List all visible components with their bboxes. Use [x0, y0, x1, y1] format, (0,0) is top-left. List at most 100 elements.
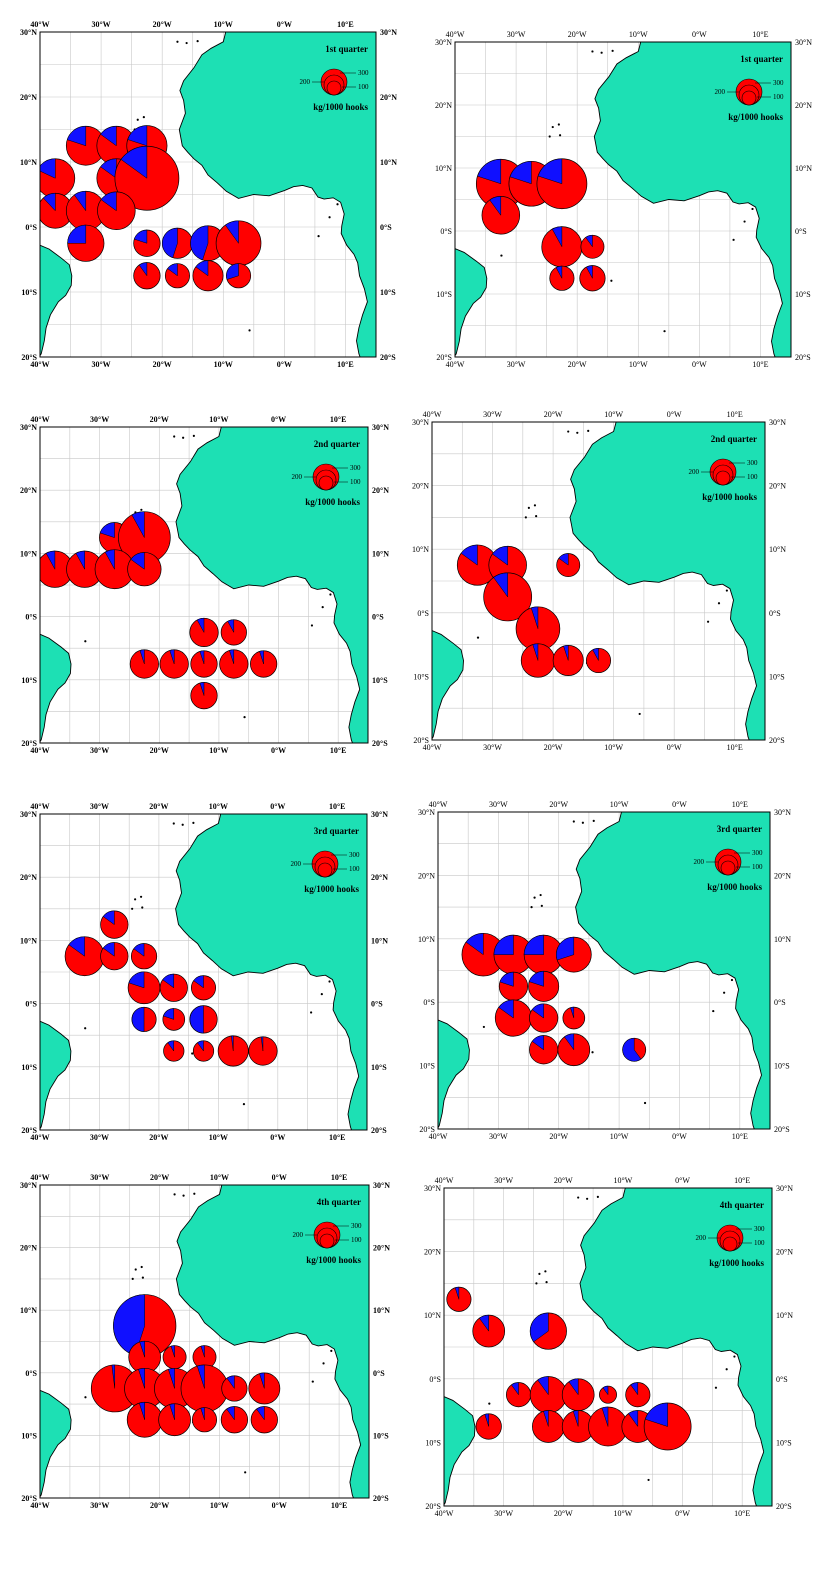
- lat-label-right: 30°N: [380, 28, 397, 37]
- unit-label: kg/1000 hooks: [313, 102, 368, 112]
- legend-circle: [715, 470, 731, 486]
- island-marker: [134, 898, 137, 901]
- map-frame: [39, 426, 369, 744]
- lon-label-bottom: 30°W: [90, 1501, 109, 1510]
- africa-landmass: [175, 427, 368, 743]
- pie-secondary-share: [465, 933, 484, 956]
- island-marker: [611, 49, 614, 52]
- island-marker: [732, 238, 735, 241]
- unit-label: kg/1000 hooks: [306, 1255, 361, 1265]
- pie-secondary-share: [133, 229, 148, 244]
- pie-secondary-share: [256, 1406, 265, 1421]
- pie-secondary-share: [196, 1364, 205, 1389]
- island-marker: [551, 125, 554, 129]
- legend-value-300: 300: [358, 69, 369, 77]
- pie-secondary-share: [127, 125, 148, 147]
- pie-secondary-share: [226, 263, 239, 280]
- pie-secondary-share: [585, 265, 593, 279]
- lon-label-bottom: 10°W: [210, 1501, 229, 1510]
- lon-label-top: 0°W: [692, 30, 707, 39]
- lon-label-top: 10°W: [604, 410, 623, 419]
- pie-secondary-share: [102, 910, 115, 926]
- lon-label-bottom: 0°W: [675, 1509, 690, 1518]
- lat-label-left: 20°N: [418, 871, 435, 880]
- catch-pie: [556, 553, 581, 578]
- island-marker: [182, 436, 185, 439]
- south-america-landmass: [40, 1020, 72, 1130]
- q3-right-panel: 40°W 40°W 30°W 30°W 20°W 20°W 10°W 10°W 0°W 0°W 10…: [418, 800, 791, 1141]
- lon-label-top: 30°W: [489, 800, 508, 809]
- island-marker: [530, 906, 533, 909]
- catch-pie: [40, 192, 74, 229]
- island-marker: [196, 40, 199, 43]
- pie-secondary-share: [477, 158, 502, 185]
- lat-label-left: 10°S: [425, 1438, 441, 1447]
- catch-pie: [159, 649, 189, 679]
- island-marker: [751, 207, 754, 211]
- lon-label-top: 30°W: [90, 802, 109, 811]
- lat-label-right: 0°S: [795, 227, 807, 236]
- island-marker: [84, 640, 87, 643]
- island-marker: [610, 279, 613, 282]
- catch-pie: [625, 1382, 651, 1408]
- lon-label-top: 10°E: [727, 410, 743, 419]
- lon-label-bottom: 40°W: [30, 360, 49, 369]
- lat-label-left: 10°N: [20, 1306, 37, 1315]
- island-marker: [524, 516, 527, 519]
- unit-label: kg/1000 hooks: [702, 492, 757, 502]
- lat-label-right: 20°N: [795, 101, 812, 110]
- legend-value-100: 100: [349, 865, 360, 873]
- lon-label-top: 30°W: [507, 30, 526, 39]
- pie-secondary-share: [169, 1403, 175, 1420]
- lat-label-right: 10°S: [373, 1431, 389, 1440]
- pie-secondary-share: [570, 1006, 575, 1019]
- island-marker: [192, 821, 195, 824]
- lon-label-bottom: 30°W: [507, 360, 526, 369]
- island-marker: [577, 1196, 580, 1199]
- quarter-title: 3rd quarter: [314, 826, 359, 836]
- catch-pie: [475, 1413, 502, 1440]
- pie-secondary-share: [592, 648, 599, 661]
- lat-label-right: 10°S: [380, 288, 396, 297]
- pie-secondary-share: [644, 1402, 668, 1427]
- pie-secondary-share: [601, 1406, 609, 1427]
- lon-label-bottom: 30°W: [91, 360, 110, 369]
- catch-pie: [126, 1401, 163, 1438]
- island-marker: [131, 907, 134, 910]
- lon-label-top: 20°W: [554, 1176, 573, 1185]
- lat-label-right: 0°S: [373, 1369, 385, 1378]
- lon-label-top: 20°W: [150, 1173, 169, 1182]
- pie-secondary-share: [138, 262, 148, 277]
- lon-label-bottom: 10°W: [214, 360, 233, 369]
- legend-circle: [720, 860, 736, 876]
- catch-pie: [248, 1036, 278, 1066]
- lon-label-top: 10°W: [610, 800, 629, 809]
- pie-secondary-share: [528, 970, 544, 987]
- island-marker: [548, 135, 551, 138]
- lat-label-right: 10°S: [372, 676, 388, 685]
- legend-value-100: 100: [747, 473, 758, 481]
- island-marker: [600, 51, 603, 54]
- pie-secondary-share: [226, 1406, 235, 1421]
- lat-label-right: 20°S: [774, 1125, 790, 1134]
- lon-label-top: 40°W: [429, 800, 448, 809]
- catch-pie: [40, 158, 76, 199]
- lon-label-bottom: 20°W: [549, 1132, 568, 1141]
- lat-label-right: 20°N: [371, 873, 388, 882]
- lat-label-left: 10°S: [436, 290, 452, 299]
- lat-label-left: 10°N: [424, 1311, 441, 1320]
- unit-label: kg/1000 hooks: [709, 1258, 764, 1268]
- pie-secondary-share: [100, 158, 117, 179]
- lat-label-left: 0°S: [429, 1375, 441, 1384]
- lat-label-left: 10°N: [418, 935, 435, 944]
- island-marker: [527, 506, 530, 509]
- lat-label-right: 20°S: [371, 1126, 387, 1135]
- lat-label-left: 20°S: [425, 1502, 441, 1511]
- island-marker: [176, 40, 179, 43]
- island-marker: [329, 593, 332, 596]
- catch-pie: [520, 643, 556, 678]
- island-marker: [723, 991, 726, 994]
- lon-label-top: 30°W: [494, 1176, 513, 1185]
- pie-secondary-share: [200, 1407, 205, 1420]
- africa-landmass: [569, 422, 765, 740]
